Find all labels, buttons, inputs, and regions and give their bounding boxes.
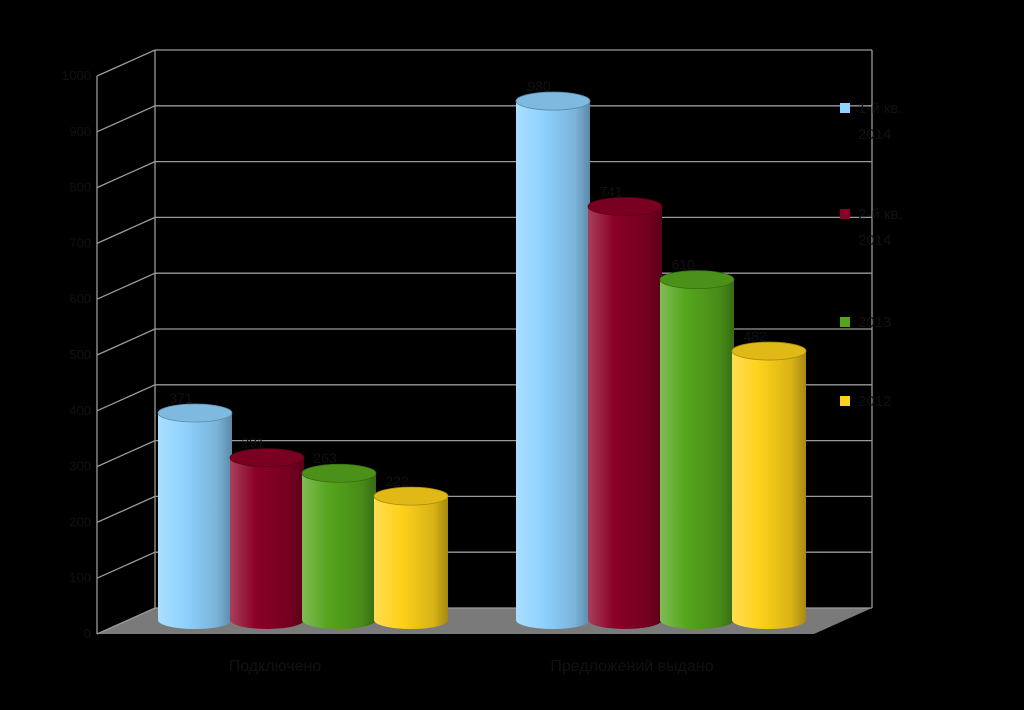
legend-swatch (840, 103, 850, 113)
data-label: 610 (671, 257, 695, 273)
bar (587, 197, 663, 629)
gridline-side (96, 272, 156, 300)
y-tick-label: 500 (69, 347, 91, 362)
x-axis: Подключено Предложений выдано (229, 658, 714, 675)
gridline-side (96, 105, 156, 133)
bar-body (374, 496, 448, 629)
y-tick-label: 800 (69, 180, 91, 195)
legend-label: 2012 (858, 393, 891, 410)
bar-body (588, 206, 662, 629)
gridline-side (96, 384, 156, 412)
bar-body (158, 412, 232, 629)
bar-top (229, 448, 305, 468)
gridline-side (96, 607, 156, 635)
legend-swatch (840, 317, 850, 327)
bar (659, 270, 735, 629)
bars: 371 291 263 222 930 741 610 482 (157, 78, 807, 629)
data-label: 263 (313, 450, 337, 466)
bar (515, 91, 591, 629)
legend-label: 1-й кв. 2014 (858, 100, 903, 143)
bar-top (157, 403, 233, 423)
bar-body (660, 279, 734, 629)
bar (731, 341, 807, 629)
y-tick-label: 1000 (62, 68, 91, 83)
bar-top (659, 270, 735, 290)
y-tick-label: 100 (69, 570, 91, 585)
bar-top (515, 91, 591, 111)
bar-body (516, 101, 590, 629)
gridline-side (96, 49, 156, 77)
y-tick-label: 300 (69, 459, 91, 474)
y-tick-label: 0 (84, 626, 91, 641)
bar (373, 486, 449, 629)
bar (229, 448, 305, 629)
legend-label: 2-й кв. 2014 (858, 206, 903, 249)
data-label: 482 (743, 328, 767, 344)
legend-label: 2013 (858, 314, 891, 331)
bar-top (301, 463, 377, 483)
data-label: 741 (599, 184, 623, 200)
y-axis: 0 100 200 300 400 500 600 700 800 900 1000 (62, 68, 91, 641)
gridline-side (96, 216, 156, 244)
legend-item: 2012 (840, 393, 891, 410)
y-tick-label: 400 (69, 403, 91, 418)
gridline-side (96, 440, 156, 468)
legend-item: 2013 (840, 314, 891, 331)
legend-swatch (840, 396, 850, 406)
bar-top (373, 486, 449, 506)
data-label: 222 (385, 473, 409, 489)
data-label: 291 (241, 435, 265, 451)
y-tick-label: 600 (69, 291, 91, 306)
gridline-side (96, 161, 156, 189)
category-label: Подключено (229, 658, 322, 675)
bar (157, 403, 233, 629)
gridline-side (96, 551, 156, 579)
legend-item: 1-й кв. 2014 (840, 100, 903, 143)
category-label: Предложений выдано (550, 658, 713, 675)
bar-top (587, 197, 663, 216)
legend: 1-й кв. 2014 2-й кв. 2014 2013 2012 (840, 100, 903, 410)
bar (301, 463, 377, 629)
y-tick-label: 700 (69, 235, 91, 250)
data-label: 930 (527, 78, 551, 94)
legend-item: 2-й кв. 2014 (840, 206, 903, 249)
gridline-side (96, 495, 156, 523)
bar-top (731, 341, 807, 361)
bar-body (302, 473, 376, 629)
bar-body (230, 457, 304, 629)
gridline-side (96, 328, 156, 356)
bar-body (732, 351, 806, 629)
y-tick-label: 900 (69, 124, 91, 139)
data-label: 371 (169, 390, 193, 406)
legend-swatch (840, 209, 850, 219)
y-tick-label: 200 (69, 514, 91, 529)
